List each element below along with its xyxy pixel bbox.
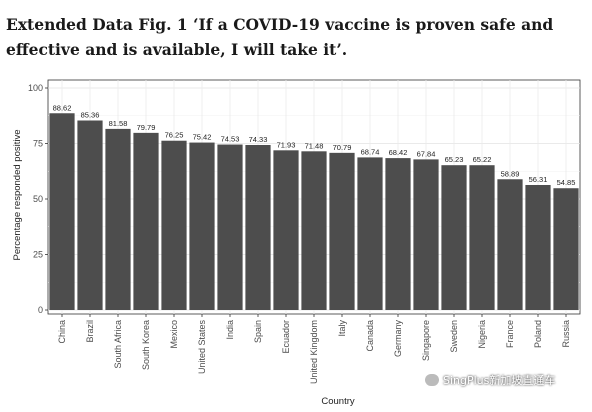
value-label: 68.74 [361, 147, 380, 156]
x-tick-label: Canada [365, 320, 375, 352]
bar-nigeria [469, 165, 495, 310]
bar-italy [329, 152, 355, 310]
x-tick-label: Sweden [449, 320, 459, 353]
bar-china [49, 113, 75, 310]
bar-canada [357, 157, 383, 310]
figure-caption: Extended Data Fig. 1 ‘If a COVID-19 vacc… [6, 15, 554, 59]
bar-ecuador [273, 150, 299, 310]
bar-united-states [189, 142, 215, 310]
value-label: 70.79 [333, 143, 352, 152]
value-label: 71.93 [277, 140, 296, 149]
bar-united-kingdom [301, 151, 327, 310]
x-tick-label: France [505, 320, 515, 348]
value-label: 56.31 [529, 175, 548, 184]
x-tick-label: India [225, 320, 235, 340]
y-tick-label: 75 [33, 139, 43, 149]
bar-south-korea [133, 132, 159, 310]
y-tick-label: 100 [28, 83, 43, 93]
bar-germany [385, 158, 411, 310]
value-label: 71.48 [305, 141, 324, 150]
x-tick-label: Nigeria [477, 320, 487, 349]
bar-spain [245, 144, 271, 310]
y-tick-label: 25 [33, 250, 43, 260]
value-label: 75.42 [193, 133, 212, 142]
value-label: 68.42 [389, 148, 408, 157]
value-label: 54.85 [557, 178, 576, 187]
value-label: 76.25 [165, 131, 184, 140]
bar-france [497, 179, 523, 310]
x-tick-label: United States [197, 320, 207, 375]
value-label: 58.89 [501, 169, 520, 178]
bar-mexico [161, 140, 187, 310]
x-tick-label: South Korea [141, 320, 151, 370]
bar-brazil [77, 120, 103, 311]
x-tick-label: Singapore [421, 320, 431, 361]
x-tick-label: Poland [533, 320, 543, 348]
bar-singapore [413, 159, 439, 310]
value-label: 74.53 [221, 135, 240, 144]
value-label: 65.22 [473, 155, 492, 164]
value-label: 65.23 [445, 155, 464, 164]
watermark-text: SingPlus新加坡直通车 [443, 374, 556, 387]
value-label: 88.62 [53, 103, 72, 112]
wechat-icon [425, 374, 439, 386]
value-label: 79.79 [137, 123, 156, 132]
value-label: 67.84 [417, 149, 436, 158]
y-tick-label: 0 [38, 305, 43, 315]
x-tick-label: United Kingdom [309, 320, 319, 384]
bar-russia [553, 188, 579, 310]
y-tick-label: 50 [33, 194, 43, 204]
y-axis-label: Percentage responded positive [12, 130, 23, 261]
x-tick-label: Mexico [169, 320, 179, 349]
value-label: 85.36 [81, 111, 100, 120]
value-label: 74.33 [249, 135, 268, 144]
watermark: SingPlus新加坡直通车 [425, 372, 555, 388]
bar-sweden [441, 165, 467, 310]
x-tick-label: South Africa [113, 320, 123, 369]
x-tick-label: Italy [337, 320, 347, 337]
x-tick-label: Spain [253, 320, 263, 343]
x-tick-label: Germany [393, 320, 403, 358]
bar-poland [525, 184, 551, 310]
x-tick-label: China [57, 320, 67, 344]
x-tick-label: Ecuador [281, 320, 291, 354]
bar-india [217, 144, 243, 310]
bar-south-africa [105, 128, 131, 310]
value-label: 81.58 [109, 119, 128, 128]
x-tick-label: Russia [561, 320, 571, 348]
x-tick-label: Brazil [85, 320, 95, 343]
x-axis-label: Country [321, 396, 355, 407]
